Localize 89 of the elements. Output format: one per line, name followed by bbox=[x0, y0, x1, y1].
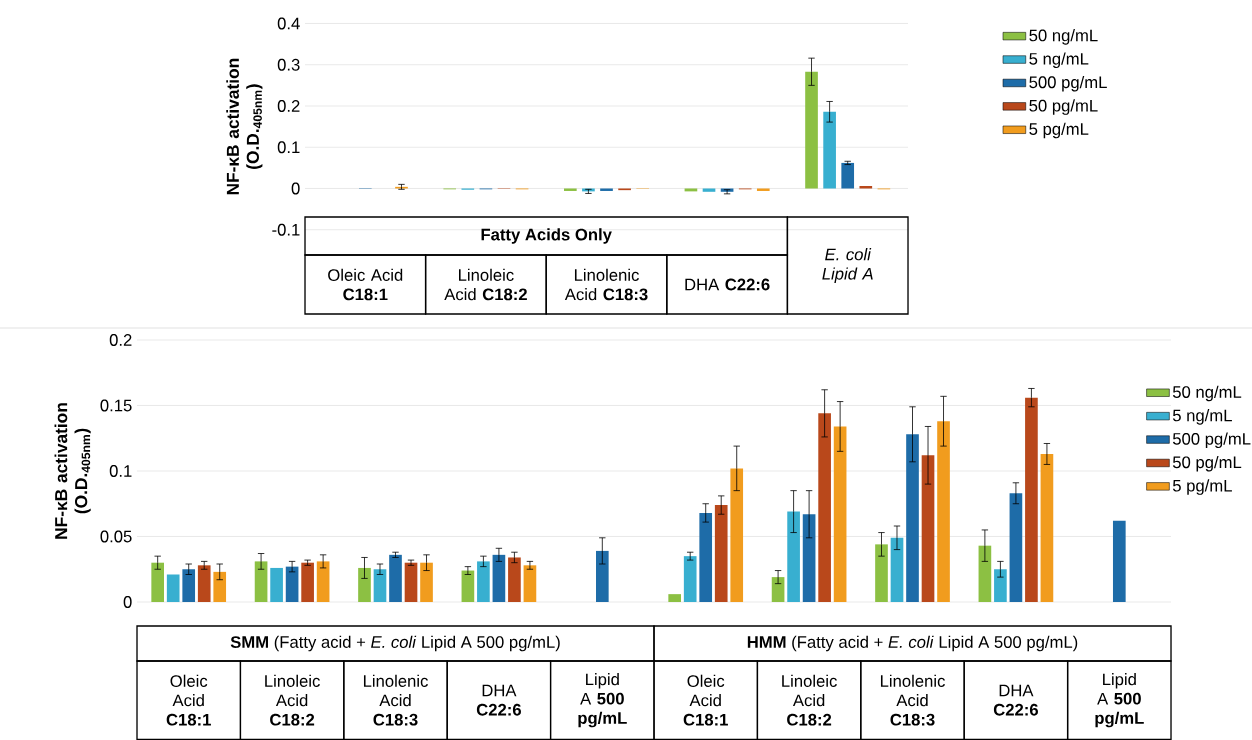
bar bbox=[600, 188, 613, 191]
bar bbox=[841, 162, 855, 189]
legend-label: 5 ng/mL bbox=[1029, 52, 1089, 69]
bar bbox=[730, 468, 744, 602]
legend-label: 500 pg/mL bbox=[1029, 75, 1107, 92]
y-tick-label: 0.15 bbox=[100, 399, 132, 412]
x-tick-label: Linolenic Acid C18:3 bbox=[363, 674, 428, 726]
x-tick-label: Linoleic Acid C18:2 bbox=[444, 268, 527, 301]
bar bbox=[787, 511, 800, 602]
bar bbox=[301, 562, 314, 602]
bar bbox=[1040, 453, 1054, 602]
x-tick-label: Oleic Acid C18:1 bbox=[328, 268, 403, 301]
legend-label: 50 pg/mL bbox=[1029, 99, 1098, 115]
y-tick-label: 0.3 bbox=[277, 58, 300, 71]
y-tick-label: 0.1 bbox=[277, 141, 300, 154]
bar bbox=[1112, 520, 1126, 602]
legend-label: 50 ng/mL bbox=[1172, 385, 1242, 402]
x-tick-label: Linolenic Acid C18:3 bbox=[564, 268, 648, 301]
bar bbox=[166, 574, 180, 602]
bar bbox=[823, 111, 836, 189]
bar bbox=[683, 556, 697, 602]
bar bbox=[921, 455, 935, 602]
bar bbox=[151, 562, 165, 602]
bar bbox=[285, 566, 299, 602]
bar bbox=[818, 413, 831, 602]
y-tick-label: 0.4 bbox=[277, 17, 300, 30]
bar bbox=[890, 537, 904, 602]
annotation: Fatty Acids Only bbox=[481, 228, 612, 244]
y-tick-label: 0.2 bbox=[277, 100, 300, 112]
x-tick-label: DHA C22:6 bbox=[993, 684, 1038, 716]
bar bbox=[978, 545, 992, 602]
bar bbox=[182, 569, 196, 602]
y-tick-label: -0.1 bbox=[272, 223, 300, 236]
x-tick-label: DHA C22:6 bbox=[476, 684, 521, 716]
legend-label: 5 pg/mL bbox=[1172, 479, 1232, 495]
bar bbox=[702, 188, 716, 192]
legend-label: 500 pg/mL bbox=[1172, 432, 1251, 449]
x-tick-label: Linolenic Acid C18:3 bbox=[880, 674, 945, 726]
y-tick-label: 0.1 bbox=[109, 465, 132, 477]
bar bbox=[358, 567, 371, 602]
x-tick-label: DHA C22:6 bbox=[685, 278, 770, 291]
bar bbox=[563, 188, 577, 191]
bar bbox=[756, 188, 770, 191]
bar bbox=[197, 565, 211, 602]
y-tick-label: 0 bbox=[123, 596, 132, 608]
bar bbox=[802, 514, 816, 602]
x-tick-label: Linoleic Acid C18:2 bbox=[782, 674, 837, 726]
bar bbox=[461, 570, 475, 602]
bar bbox=[1025, 397, 1038, 602]
bar bbox=[906, 434, 919, 602]
bar bbox=[316, 561, 330, 602]
text: HMM (Fatty acid + E. coli Lipid A 500 pg/mL) bbox=[747, 635, 1078, 652]
bar bbox=[937, 421, 950, 602]
text: SMM (Fatty acid + E. coli Lipid A 500 pg/mL) bbox=[230, 635, 560, 652]
legend-label: 5 pg/mL bbox=[1029, 122, 1089, 139]
legend-label: 50 ng/mL bbox=[1029, 29, 1098, 45]
x-tick-label: Oleic Acid C18:1 bbox=[166, 674, 211, 726]
x-tick-label: Oleic Acid C18:1 bbox=[683, 674, 728, 726]
bar bbox=[595, 550, 609, 602]
legend-label: 5 ng/mL bbox=[1172, 409, 1232, 425]
bar bbox=[404, 562, 418, 602]
x-tick-label: Lipid A 500 pg/mL bbox=[578, 673, 627, 728]
bar bbox=[373, 569, 387, 602]
bar bbox=[523, 565, 537, 602]
x-tick-label: Linoleic Acid C18:2 bbox=[265, 674, 320, 726]
bar bbox=[213, 571, 227, 602]
y-tick-label: 0.05 bbox=[100, 530, 132, 543]
bar bbox=[994, 569, 1007, 602]
bar bbox=[420, 562, 433, 602]
y-tick-label: 0.2 bbox=[109, 334, 132, 346]
x-tick-label: Lipid A 500 pg/mL bbox=[1095, 673, 1144, 728]
y-tick-label: 0 bbox=[291, 182, 300, 195]
x-tick-label: E. coli Lipid A bbox=[822, 248, 873, 283]
bar bbox=[684, 188, 698, 192]
bar bbox=[699, 512, 713, 602]
bar bbox=[833, 426, 847, 602]
bar bbox=[492, 554, 506, 602]
bar bbox=[875, 544, 888, 602]
bar bbox=[389, 554, 402, 602]
legend-label: 50 pg/mL bbox=[1172, 455, 1242, 472]
bar bbox=[508, 557, 521, 602]
bar bbox=[477, 561, 490, 602]
bar bbox=[1009, 493, 1023, 602]
bar bbox=[668, 594, 682, 602]
bar bbox=[254, 561, 268, 602]
bar bbox=[714, 505, 728, 602]
bar bbox=[805, 71, 818, 189]
bar bbox=[270, 567, 283, 602]
bar bbox=[771, 577, 785, 602]
